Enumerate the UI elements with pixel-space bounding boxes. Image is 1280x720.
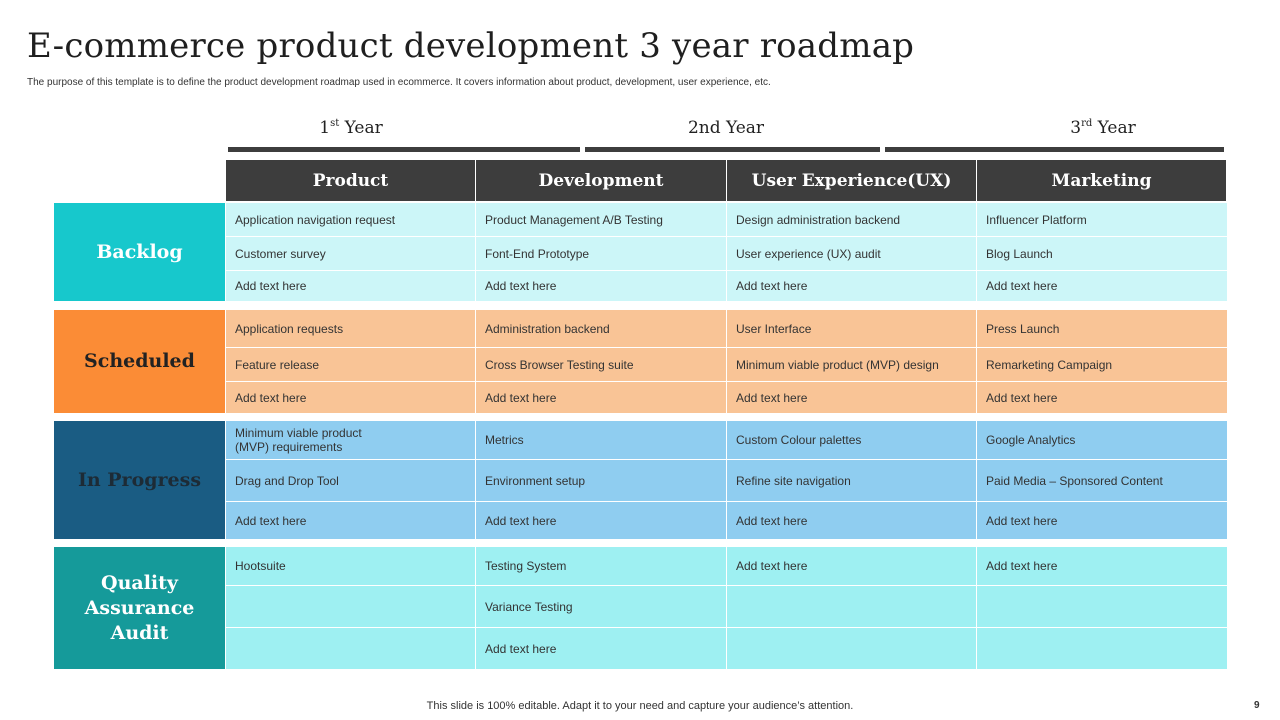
table-cell: Hootsuite [226,547,475,585]
table-cell: Press Launch [977,310,1227,347]
table-cell: Minimum viable product (MVP) design [727,348,976,381]
year-3-ordinal: 3 [1070,118,1082,138]
table-cell: Minimum viable product (MVP) requirement… [226,421,475,459]
table-cell: Add text here [476,271,726,301]
table-cell: User experience (UX) audit [727,237,976,270]
slide-subtitle: The purpose of this template is to defin… [27,77,771,88]
table-cell: Add text here [476,502,726,539]
table-cell: Cross Browser Testing suite [476,348,726,381]
table-cell: Product Management A/B Testing [476,203,726,236]
year-1-label: 1st Year [226,118,476,138]
column-header-marketing: Marketing [977,160,1226,201]
table-cell: Environment setup [476,460,726,501]
scheduled-grid: Application requests Administration back… [226,310,1227,413]
table-cell: Add text here [727,382,976,413]
table-cell: Add text here [977,547,1227,585]
table-cell: Google Analytics [977,421,1227,459]
table-cell: Add text here [226,502,475,539]
table-cell: Customer survey [226,237,475,270]
table-cell [727,586,976,627]
year-3-text: Year [1097,118,1136,138]
column-header-product: Product [226,160,475,201]
table-cell: Application requests [226,310,475,347]
slide-title: E-commerce product development 3 year ro… [27,26,915,66]
year-1-bar [228,147,580,152]
year-2-bar [585,147,880,152]
year-3-bar [885,147,1224,152]
table-cell: Influencer Platform [977,203,1227,236]
table-cell: Blog Launch [977,237,1227,270]
in-progress-grid: Minimum viable product (MVP) requirement… [226,421,1227,539]
page-number: 9 [1254,700,1260,711]
year-1-text: Year [344,118,383,138]
table-cell: Add text here [977,502,1227,539]
table-cell [727,628,976,669]
year-3-label: 3rd Year [978,118,1228,138]
table-cell: Add text here [977,271,1227,301]
table-cell [226,586,475,627]
table-cell: Feature release [226,348,475,381]
table-cell: Administration backend [476,310,726,347]
year-2-label: 2nd Year [687,118,765,138]
table-cell: Drag and Drop Tool [226,460,475,501]
table-cell [977,586,1227,627]
table-cell: Paid Media – Sponsored Content [977,460,1227,501]
column-header-ux: User Experience(UX) [727,160,976,201]
backlog-grid: Application navigation request Product M… [226,203,1227,301]
table-cell: Add text here [476,628,726,669]
table-cell: Add text here [977,382,1227,413]
year-3-suffix: rd [1081,118,1093,129]
qa-grid: Hootsuite Testing System Add text here A… [226,547,1227,669]
table-cell: Add text here [727,502,976,539]
year-1-ordinal: 1 [319,118,331,138]
table-cell: Font-End Prototype [476,237,726,270]
column-header-development: Development [476,160,726,201]
table-cell: Add text here [226,382,475,413]
year-1-suffix: st [330,118,340,129]
table-cell: Add text here [476,382,726,413]
group-label-in-progress: In Progress [54,421,225,539]
table-cell: Testing System [476,547,726,585]
table-cell: Add text here [727,547,976,585]
group-label-backlog: Backlog [54,203,225,301]
table-cell: Remarketing Campaign [977,348,1227,381]
table-cell: Add text here [226,271,475,301]
table-cell [226,628,475,669]
table-cell: Refine site navigation [727,460,976,501]
table-cell: Design administration backend [727,203,976,236]
table-cell: User Interface [727,310,976,347]
table-cell: Application navigation request [226,203,475,236]
group-label-qa: Quality Assurance Audit [54,547,225,669]
table-cell [977,628,1227,669]
table-cell: Custom Colour palettes [727,421,976,459]
table-cell: Metrics [476,421,726,459]
table-cell: Add text here [727,271,976,301]
group-label-scheduled: Scheduled [54,310,225,413]
footer-note: This slide is 100% editable. Adapt it to… [426,700,854,712]
table-cell: Variance Testing [476,586,726,627]
